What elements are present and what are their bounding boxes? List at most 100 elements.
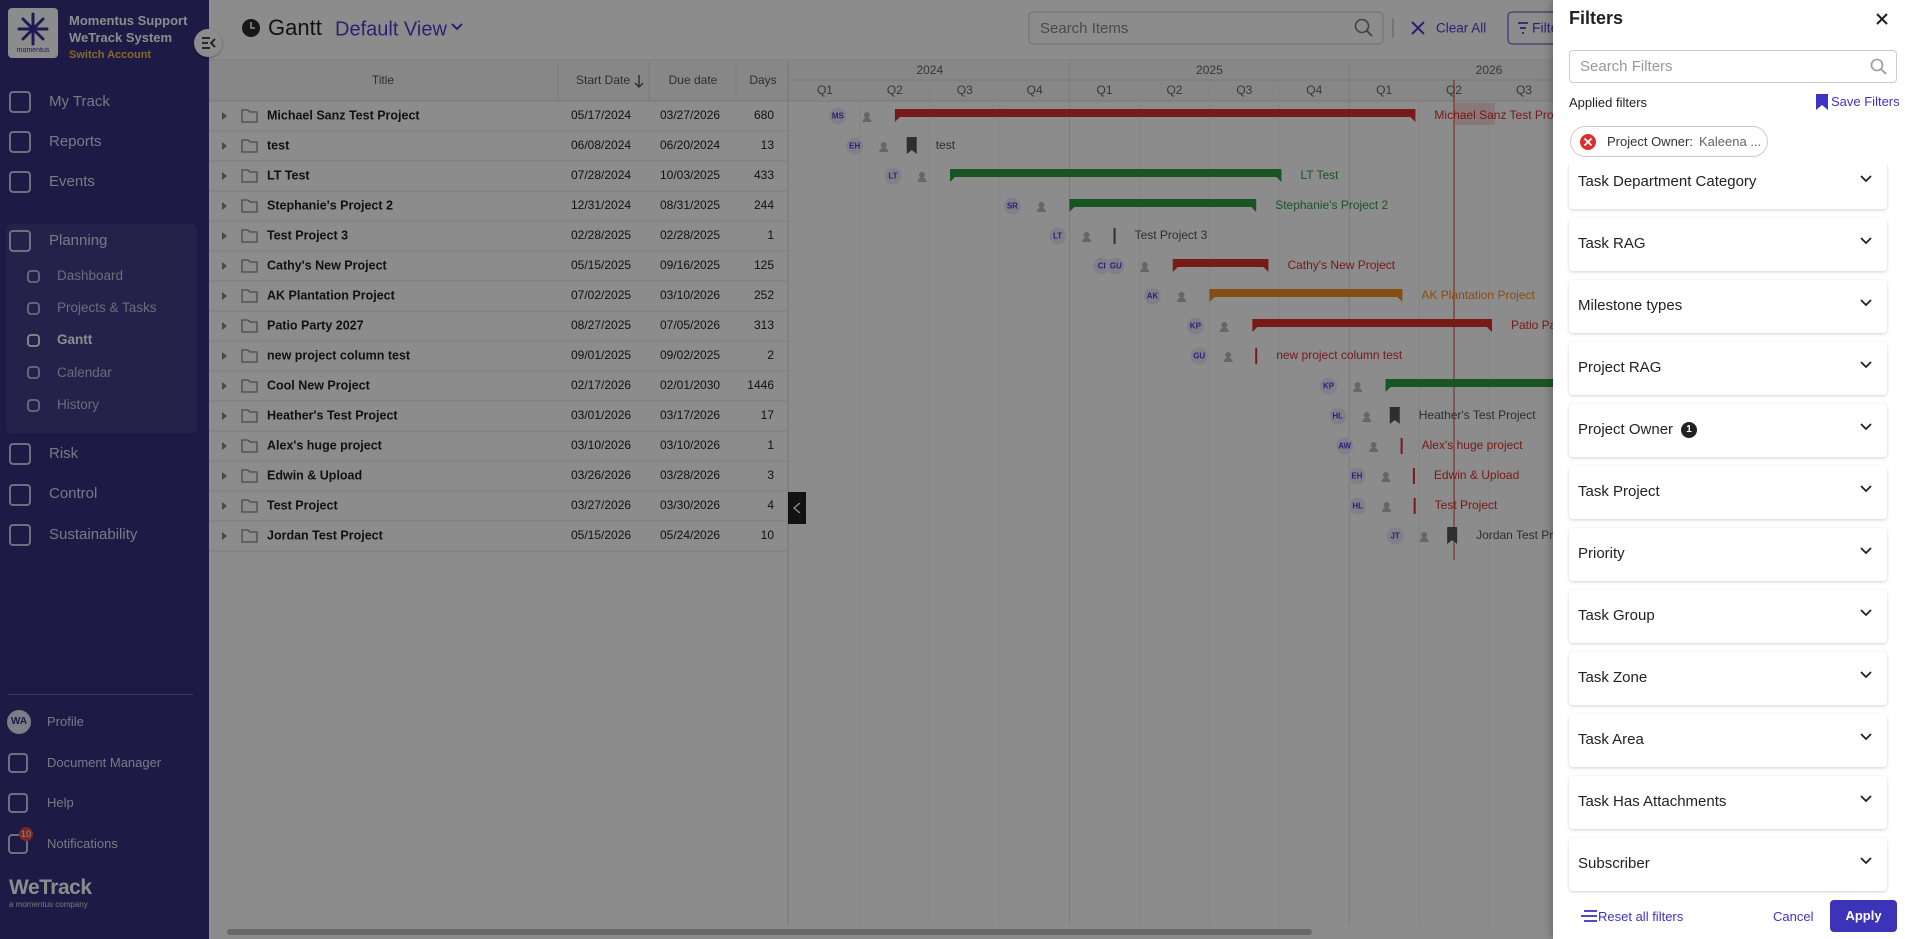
row-title[interactable]: Test Project 3 xyxy=(267,228,348,242)
owner-initials: HL xyxy=(1332,412,1343,421)
expand-toggle[interactable] xyxy=(222,322,227,330)
row-title[interactable]: Edwin & Upload xyxy=(267,468,362,482)
apply-button[interactable]: Apply xyxy=(1830,900,1897,932)
row-title[interactable]: Stephanie's Project 2 xyxy=(267,198,393,212)
expand-toggle[interactable] xyxy=(222,442,227,450)
row-title[interactable]: Test Project xyxy=(267,498,338,512)
filter-section[interactable]: Task RAG xyxy=(1569,218,1887,271)
footer-item[interactable]: Help xyxy=(47,795,74,811)
chevron-shape xyxy=(1860,361,1872,369)
save-filters[interactable]: Save Filters xyxy=(1831,94,1900,109)
chevron xyxy=(1860,547,1872,555)
filter-section[interactable]: Task Has Attachments xyxy=(1569,776,1887,829)
search-box[interactable] xyxy=(1028,11,1384,45)
close-button[interactable] xyxy=(1875,12,1889,26)
expand-toggle[interactable] xyxy=(222,232,227,240)
collapse-sidebar-button[interactable] xyxy=(194,29,222,57)
nav-item[interactable]: Planning xyxy=(49,231,108,249)
task-bar[interactable] xyxy=(1252,319,1492,332)
cancel-button[interactable]: Cancel xyxy=(1773,909,1814,924)
nav-item[interactable]: Reports xyxy=(49,132,102,150)
filter-section[interactable]: Task Project xyxy=(1569,466,1887,519)
folder-icon xyxy=(241,169,258,183)
nav-item[interactable]: Gantt xyxy=(57,332,93,348)
expand-toggle[interactable] xyxy=(222,172,227,180)
row-title[interactable]: AK Plantation Project xyxy=(267,288,396,302)
nav-item[interactable]: My Track xyxy=(49,92,110,110)
people-icon xyxy=(1382,502,1392,513)
footer-item[interactable]: Profile xyxy=(47,714,84,729)
row-title[interactable]: Alex's huge project xyxy=(267,438,383,452)
nav-item[interactable]: Risk xyxy=(49,444,79,462)
view-selector[interactable]: Default View xyxy=(335,18,447,40)
filter-section[interactable]: Task Department Category xyxy=(1569,165,1887,209)
filter-section[interactable]: Priority xyxy=(1569,528,1887,581)
nav-item[interactable]: Sustainability xyxy=(49,525,138,543)
filter-section[interactable]: Project RAG xyxy=(1569,342,1887,395)
task-bar[interactable] xyxy=(1069,199,1257,212)
column-header[interactable]: Title xyxy=(372,73,395,87)
row-title[interactable]: Cool New Project xyxy=(267,378,371,392)
switch-account[interactable]: Switch Account xyxy=(69,49,152,61)
due-date: 07/05/2026 xyxy=(660,318,720,332)
chevron-shape xyxy=(1860,299,1872,307)
task-bar[interactable] xyxy=(949,169,1282,182)
row-title[interactable]: Michael Sanz Test Project xyxy=(267,108,420,122)
column-header[interactable]: Start Date xyxy=(576,73,630,87)
expand-toggle[interactable] xyxy=(222,112,227,120)
footer-item[interactable]: Notifications xyxy=(47,836,118,852)
collapse-grid-tab[interactable] xyxy=(788,492,806,524)
nav-icon xyxy=(9,131,31,153)
days: 1 xyxy=(767,228,774,242)
folder-icon xyxy=(241,439,258,453)
row-title[interactable]: test xyxy=(267,138,290,152)
owner-avatar xyxy=(1335,436,1355,456)
filter-section[interactable]: Milestone types xyxy=(1569,280,1887,333)
filter-section[interactable]: Task Zone xyxy=(1569,652,1887,705)
modal-backdrop[interactable] xyxy=(0,0,1553,939)
row-title[interactable]: Cathy's New Project xyxy=(267,258,388,272)
nav-item[interactable]: Control xyxy=(49,485,98,503)
filter-search[interactable]: Search Filters xyxy=(1569,50,1897,83)
nav-item[interactable]: Events xyxy=(49,172,95,190)
task-bar[interactable] xyxy=(894,109,1416,122)
remove-filter[interactable] xyxy=(1579,133,1597,151)
row-title[interactable]: Patio Party 2027 xyxy=(267,318,364,332)
expand-toggle[interactable] xyxy=(222,262,227,270)
horizontal-scrollbar[interactable] xyxy=(227,929,1312,935)
nav-item[interactable]: Calendar xyxy=(57,364,112,380)
filter-section[interactable]: Project Owner 1 xyxy=(1569,404,1887,457)
expand-toggle[interactable] xyxy=(222,142,227,150)
expand-toggle[interactable] xyxy=(222,352,227,360)
expand-toggle[interactable] xyxy=(222,472,227,480)
folder-icon xyxy=(241,529,258,543)
expand-toggle[interactable] xyxy=(222,532,227,540)
expand-toggle[interactable] xyxy=(222,202,227,210)
expand-toggle[interactable] xyxy=(222,382,227,390)
expand-toggle[interactable] xyxy=(222,292,227,300)
task-bar[interactable] xyxy=(1209,289,1403,302)
nav-item[interactable]: Projects & Tasks xyxy=(57,299,157,315)
clear-all[interactable]: Clear All xyxy=(1436,21,1486,36)
nav-icon xyxy=(9,230,31,252)
row-title[interactable]: new project column test xyxy=(267,348,411,362)
owner-avatar xyxy=(1189,346,1209,366)
expand-toggle[interactable] xyxy=(222,502,227,510)
column-header[interactable]: Due date xyxy=(669,73,718,87)
days: 1446 xyxy=(747,378,774,392)
row-title[interactable]: LT Test xyxy=(267,168,310,182)
expand-toggle[interactable] xyxy=(222,412,227,420)
chevron xyxy=(1860,733,1872,741)
task-bar[interactable] xyxy=(1172,259,1269,272)
filter-section[interactable]: Subscriber xyxy=(1569,838,1887,891)
filter-section[interactable]: Task Area xyxy=(1569,714,1887,767)
bar-label: test xyxy=(936,138,956,152)
chevron-shape xyxy=(1860,857,1872,865)
footer-item[interactable]: Document Manager xyxy=(47,754,162,770)
reset-all-filters[interactable]: Reset all filters xyxy=(1598,909,1684,924)
nav-item[interactable]: History xyxy=(57,396,100,412)
nav-item[interactable]: Dashboard xyxy=(57,267,124,283)
row-title[interactable]: Jordan Test Project xyxy=(267,528,384,542)
row-title[interactable]: Heather's Test Project xyxy=(267,408,398,422)
filter-section[interactable]: Task Group xyxy=(1569,590,1887,643)
